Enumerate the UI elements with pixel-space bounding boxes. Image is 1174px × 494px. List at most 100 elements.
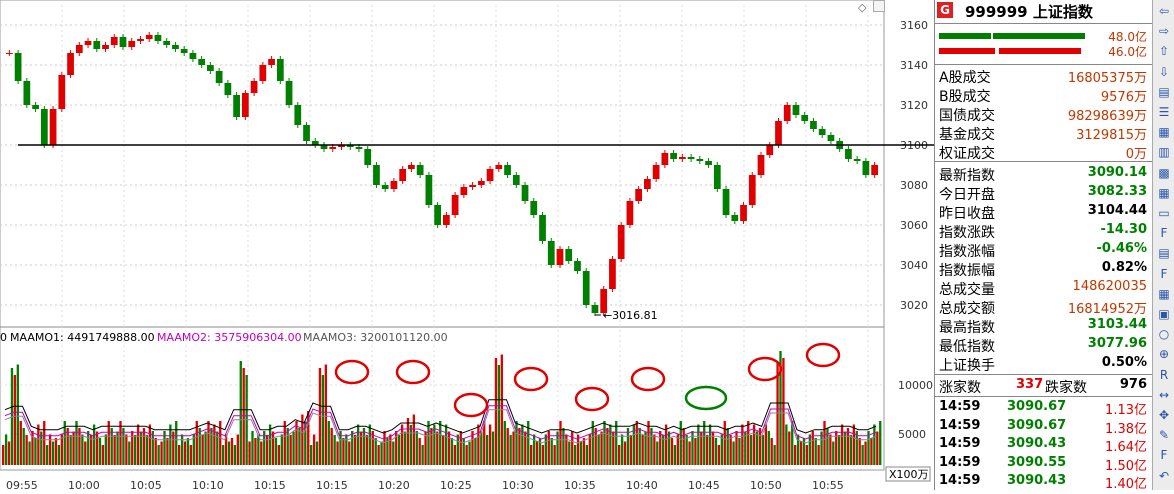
- candle-body: [276, 59, 284, 81]
- price-axis-label: 3140: [900, 59, 928, 72]
- candle-body: [346, 145, 354, 147]
- volume-bar: [98, 438, 102, 465]
- volume-bar: [835, 431, 838, 465]
- chart-top-scroll[interactable]: [873, 0, 885, 12]
- volume-bar: [650, 428, 653, 465]
- volume-bar: [565, 434, 568, 465]
- volume-unit-label: X100万: [889, 468, 929, 481]
- side-toolbar: ⇦ ⇨ ⇧ ⇩ ▤ ☰ ▦ ▥ ▩ ▦ ▭ F ▤ F ▦ ▣ ○ ⊕ R ↔ ✥ ✎ F ↶: [1152, 0, 1174, 490]
- chart-icon[interactable]: ▩: [1158, 165, 1170, 180]
- volume-bar: [280, 434, 283, 465]
- volume-bar: [629, 435, 633, 465]
- time-axis-label: 10:50: [750, 479, 782, 490]
- volume-bar: [606, 428, 609, 465]
- candle-body: [871, 165, 878, 175]
- quote-info-panel: G 999999 上证指数 48.0亿 46.0亿 A股成交 16805375万 B…: [934, 0, 1153, 492]
- volume-bar: [307, 411, 310, 465]
- list-icon[interactable]: ☰: [1158, 105, 1170, 119]
- window-icon[interactable]: ▭: [1158, 206, 1170, 220]
- volume-bar: [876, 431, 879, 465]
- arrow-right-icon[interactable]: ⇨: [1158, 24, 1170, 39]
- candle-body: [443, 215, 450, 225]
- volume-bar: [248, 441, 251, 465]
- arrow-down-icon[interactable]: ⇩: [1158, 64, 1170, 79]
- table-icon[interactable]: ▦: [1158, 125, 1170, 140]
- quote-label: 指数涨跌: [939, 225, 995, 241]
- kline-chart-area[interactable]: 3160 3140 3120 3100 3080 3060 3040 3020 ←3016.81…: [0, 0, 1064, 492]
- chart-close-button[interactable]: ◇: [858, 1, 867, 14]
- volume-unit-box: [885, 466, 931, 482]
- f5-icon[interactable]: F: [1160, 448, 1168, 463]
- quote-label: 指数振幅: [939, 263, 995, 279]
- volume-bar: [726, 428, 729, 465]
- doc-icon[interactable]: ▤: [1158, 246, 1170, 261]
- book-icon[interactable]: ▤: [1158, 84, 1170, 99]
- turnover-label: 基金成交: [939, 127, 995, 143]
- rise-count-label: 涨家数: [939, 380, 981, 396]
- volume-bar: [659, 431, 662, 465]
- time-axis-label: 10:15: [316, 479, 348, 490]
- arrows-icon[interactable]: ↔: [1158, 387, 1170, 402]
- volume-bar: [87, 431, 90, 465]
- candle-body: [145, 35, 153, 39]
- candle-body: [364, 149, 372, 165]
- candle-body: [154, 35, 162, 41]
- circle-icon[interactable]: ○: [1158, 327, 1170, 342]
- arrow-left-icon[interactable]: ⇦: [1158, 4, 1170, 18]
- volume-bar: [151, 431, 154, 465]
- f10-icon[interactable]: F: [1160, 226, 1168, 241]
- volume-bar: [817, 445, 820, 465]
- candle-body: [582, 271, 590, 305]
- volume-bar: [222, 445, 225, 465]
- quote-label: 最高指数: [939, 320, 995, 336]
- tick-amount: 1.40亿: [1105, 477, 1147, 492]
- back-icon[interactable]: ↶: [1158, 468, 1170, 483]
- volume-bar: [236, 434, 239, 465]
- turnover-value: 9576万: [1100, 90, 1147, 105]
- turnover-label: B股成交: [939, 89, 991, 105]
- tick-price: 3090.43: [1007, 473, 1067, 488]
- volume-bar: [538, 438, 542, 465]
- candle-body: [425, 175, 433, 205]
- grid3-icon[interactable]: ▦: [1158, 286, 1170, 301]
- volume-bar: [788, 431, 791, 465]
- candle-body: [600, 289, 608, 313]
- quote-row: 上证换手 0.50%: [935, 354, 1153, 374]
- quote-row: 总成交量 148620035: [935, 278, 1153, 298]
- zoom-in-icon[interactable]: ⊕: [1158, 347, 1170, 362]
- image-icon[interactable]: ▣: [1158, 307, 1170, 321]
- grid-icon[interactable]: ▥: [1158, 145, 1170, 160]
- rsi-icon[interactable]: R: [1159, 367, 1169, 382]
- volume-bar: [131, 431, 134, 465]
- pen-icon[interactable]: ✎: [1158, 428, 1170, 443]
- volume-bar: [682, 428, 685, 465]
- volume-bar: [66, 428, 69, 465]
- volume-bar: [2, 445, 5, 465]
- volume-bar: [242, 368, 245, 465]
- maamo1-line: [4, 399, 877, 434]
- volume-bar: [110, 428, 113, 465]
- quote-label: 总成交额: [939, 301, 995, 317]
- f12-icon[interactable]: F: [1160, 266, 1168, 281]
- grid2-icon[interactable]: ▦: [1158, 185, 1170, 200]
- volume-bar: [336, 441, 339, 465]
- arrow-up-icon[interactable]: ⇧: [1158, 44, 1170, 59]
- volume-bar: [597, 435, 600, 465]
- quote-label: 最新指数: [939, 168, 995, 184]
- candle-body: [626, 201, 634, 225]
- candle-body: [678, 157, 686, 159]
- annotation-circle: [395, 359, 431, 385]
- move-icon[interactable]: ✥: [1158, 408, 1170, 422]
- annotation-circle: [513, 366, 549, 392]
- chart-canvas[interactable]: 31603140312031003080306030403020←3016.81…: [0, 0, 1064, 492]
- candle-body: [556, 249, 564, 265]
- rise-count-value: 337: [1016, 377, 1044, 392]
- tick-time: 14:59: [939, 436, 981, 451]
- volume-bar: [310, 445, 313, 465]
- volume-bar: [392, 441, 395, 465]
- annotation-circle: [574, 386, 610, 412]
- volume-bar: [700, 431, 703, 465]
- volume-bar: [386, 438, 389, 465]
- candle-body: [696, 159, 704, 161]
- quote-value: 148620035: [1072, 279, 1147, 294]
